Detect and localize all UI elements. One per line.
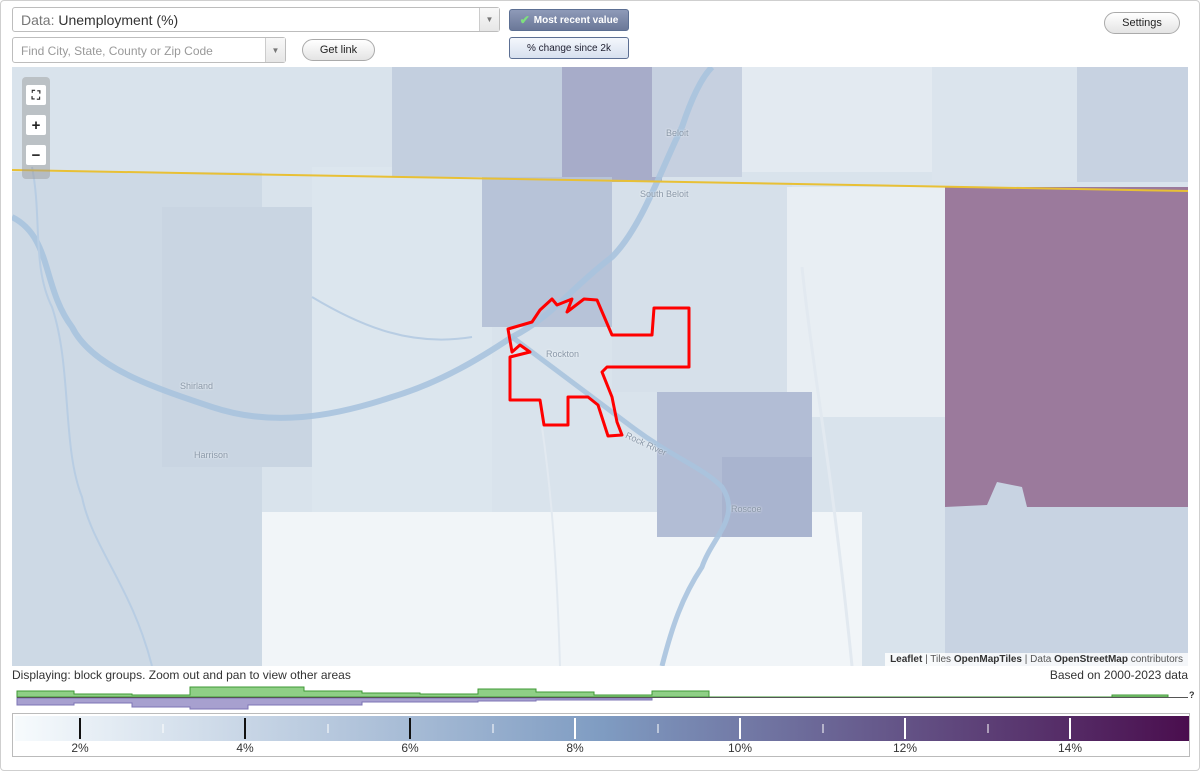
settings-button[interactable]: Settings xyxy=(1104,12,1180,34)
place-label: South Beloit xyxy=(640,189,689,199)
location-search[interactable]: ▼ xyxy=(12,37,286,63)
data-select-label: Data: Unemployment (%) xyxy=(21,12,179,28)
chevron-down-icon[interactable]: ▼ xyxy=(265,38,285,62)
legend-tick-label: 12% xyxy=(892,741,918,755)
legend-tick-label: 14% xyxy=(1057,741,1083,755)
data-range-note: Based on 2000-2023 data xyxy=(1049,668,1188,682)
data-select-value: Unemployment (%) xyxy=(58,12,179,28)
zoom-in-button[interactable]: + xyxy=(26,115,46,135)
place-label: Beloit xyxy=(666,128,689,138)
place-label: Roscoe xyxy=(731,504,762,514)
map-layer xyxy=(12,67,1188,666)
legend-tick-label: 6% xyxy=(401,741,419,755)
tiles-link[interactable]: OpenMapTiles xyxy=(953,654,1022,665)
leaflet-link[interactable]: Leaflet xyxy=(890,654,923,665)
displaying-note: Displaying: block groups. Zoom out and p… xyxy=(12,668,351,682)
osm-link[interactable]: OpenStreetMap xyxy=(1054,654,1128,665)
most-recent-value-button[interactable]: ✔ Most recent value xyxy=(509,9,629,31)
map-attribution: Leaflet | Tiles OpenMapTiles | Data Open… xyxy=(885,653,1188,666)
legend-tick-label: 4% xyxy=(236,741,254,755)
unknown-marker: ? xyxy=(1189,690,1195,700)
place-label: Harrison xyxy=(194,450,229,460)
legend-tick-label: 10% xyxy=(727,741,753,755)
place-label: Rockton xyxy=(546,349,580,359)
pct-change-button[interactable]: % change since 2k xyxy=(509,37,629,59)
search-input[interactable] xyxy=(19,41,263,61)
distribution-histogram xyxy=(16,686,1188,710)
fullscreen-icon[interactable]: ⛶ xyxy=(26,85,46,105)
zoom-out-button[interactable]: − xyxy=(26,145,46,165)
legend-gradient xyxy=(15,716,1189,741)
data-select[interactable]: Data: Unemployment (%) ▼ xyxy=(12,7,500,32)
legend-tick-label: 2% xyxy=(71,741,89,755)
get-link-button[interactable]: Get link xyxy=(302,39,375,61)
map[interactable]: ⛶ + − Beloit South Beloit Rockton Shirla… xyxy=(12,67,1188,666)
color-legend: 2% 4% 6% 8% 10% 12% 14% xyxy=(12,713,1190,757)
checkmark-icon: ✔ xyxy=(519,13,530,27)
chevron-down-icon[interactable]: ▼ xyxy=(479,8,499,31)
place-label: Shirland xyxy=(180,381,214,391)
zoom-control: ⛶ + − xyxy=(22,77,50,179)
legend-tick-label: 8% xyxy=(566,741,584,755)
